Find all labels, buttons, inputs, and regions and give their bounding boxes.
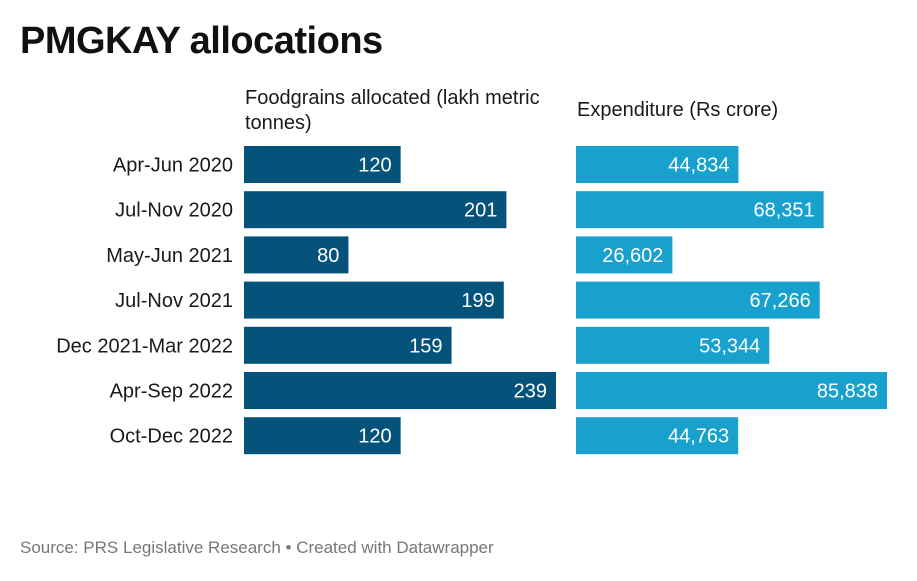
expenditure-value-label: 44,834 — [668, 155, 729, 177]
source-footer: Source: PRS Legislative Research • Creat… — [20, 538, 494, 557]
expenditure-bar — [576, 281, 820, 319]
category-label: Apr-Sep 2022 — [110, 381, 233, 403]
expenditure-bar — [576, 417, 739, 455]
expenditure-value-label: 68,351 — [753, 200, 814, 222]
expenditure-value-label: 53,344 — [699, 335, 760, 357]
category-label: Oct-Dec 2022 — [110, 426, 233, 448]
expenditure-bar — [576, 236, 673, 274]
foodgrains-bar — [244, 281, 504, 319]
category-label: Jul-Nov 2020 — [115, 200, 233, 222]
foodgrains-value-label: 120 — [358, 426, 391, 448]
foodgrains-column-header: Foodgrains allocated (lakh metric tonnes… — [245, 87, 540, 134]
expenditure-bar — [576, 146, 739, 183]
expenditure-bar — [576, 372, 887, 409]
foodgrains-bar — [244, 191, 507, 229]
category-label: Jul-Nov 2021 — [115, 290, 233, 312]
foodgrains-bar — [244, 417, 401, 455]
expenditure-value-label: 67,266 — [750, 290, 811, 312]
expenditure-bar — [576, 191, 824, 229]
foodgrains-value-label: 201 — [464, 200, 497, 222]
expenditure-value-label: 44,763 — [668, 426, 729, 448]
category-label: Dec 2021-Mar 2022 — [56, 335, 233, 357]
expenditure-column-header: Expenditure (Rs crore) — [577, 99, 779, 121]
foodgrains-value-label: 199 — [461, 290, 494, 312]
expenditure-value-label: 26,602 — [602, 245, 663, 267]
expenditure-bar — [576, 326, 770, 364]
foodgrains-bar — [244, 236, 349, 274]
foodgrains-value-label: 159 — [409, 335, 442, 357]
category-label: May-Jun 2021 — [106, 245, 233, 267]
foodgrains-bar — [244, 146, 401, 183]
foodgrains-bar — [244, 326, 452, 364]
foodgrains-bar — [244, 372, 556, 409]
expenditure-value-label: 85,838 — [817, 381, 878, 403]
chart-title: PMGKAY allocations — [20, 20, 383, 62]
foodgrains-value-label: 239 — [514, 381, 547, 403]
category-label: Apr-Jun 2020 — [113, 155, 233, 177]
foodgrains-value-label: 120 — [358, 155, 391, 177]
foodgrains-value-label: 80 — [317, 245, 339, 267]
